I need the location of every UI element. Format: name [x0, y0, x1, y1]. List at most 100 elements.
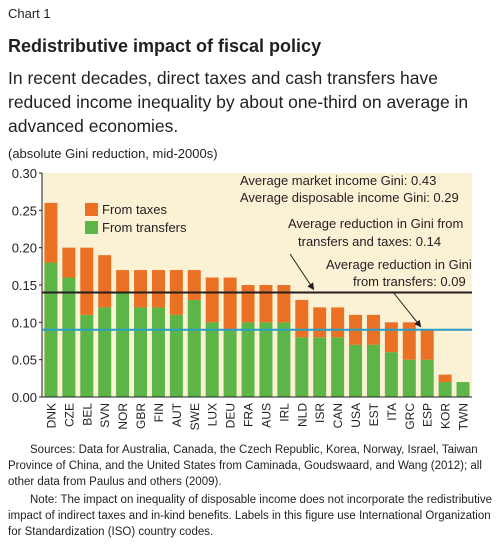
bar-transfers-irl	[277, 322, 291, 397]
chart-title: Redistributive impact of fiscal policy	[8, 36, 322, 56]
x-tick-label: BEL	[80, 403, 94, 426]
x-tick-label: CZE	[62, 403, 76, 427]
y-tick-label: 0.30	[12, 166, 37, 181]
bar-taxes-cze	[62, 247, 76, 278]
legend-label-taxes: From taxes	[102, 202, 168, 217]
x-tick-label: ITA	[385, 403, 399, 421]
bar-taxes-fin	[151, 270, 165, 308]
legend-swatch-transfers	[85, 221, 98, 234]
bar-transfers-est	[366, 344, 380, 397]
y-tick-label: 0.25	[12, 203, 37, 218]
legend: From taxes From transfers	[85, 202, 187, 235]
x-tick-label: FRA	[242, 403, 256, 427]
y-tick-label: 0.15	[12, 278, 37, 293]
stacked-bar-chart: 0.00 0.05 0.10 0.15 0.20 0.25 0.30 DNK CZE BEL SV…	[12, 166, 472, 430]
annotation-transfer-reduction: Average reduction in Gini	[326, 257, 472, 272]
bar-taxes-ita	[384, 322, 398, 353]
sources-text: Sources: Data for Australia, Canada, the…	[8, 444, 482, 488]
y-tick-label: 0.05	[12, 353, 37, 368]
bar-taxes-kor	[438, 374, 452, 383]
bar-transfers-isr	[313, 337, 327, 397]
x-tick-label: IRL	[277, 403, 291, 422]
annotation-market-gini: Average market income Gini: 0.43	[240, 173, 436, 188]
y-axis: 0.00 0.05 0.10 0.15 0.20 0.25 0.30	[12, 166, 43, 405]
y-tick-label: 0.20	[12, 241, 37, 256]
x-tick-label: GBR	[134, 403, 148, 429]
arrow-total	[289, 253, 315, 291]
bar-transfers-nor	[116, 292, 130, 397]
y-tick-label: 0.10	[12, 315, 37, 330]
x-tick-label: LUX	[206, 403, 220, 426]
bar-transfers-can	[331, 337, 345, 397]
x-tick-label: SVN	[98, 403, 112, 428]
bar-taxes-grc	[402, 322, 416, 360]
x-tick-label: CAN	[331, 403, 345, 428]
reference-lines	[42, 291, 472, 331]
bar-taxes-nor	[116, 270, 130, 293]
bar-taxes-dnk	[44, 202, 58, 263]
bar-transfers-gbr	[134, 307, 148, 397]
chart-units: (absolute Gini reduction, mid-2000s)	[8, 146, 218, 161]
x-tick-label: FIN	[152, 403, 166, 422]
x-tick-label: AUT	[170, 402, 184, 427]
note-text: Note: The impact on inequality of dispos…	[8, 494, 492, 538]
bar-transfers-svn	[98, 307, 112, 397]
bar-transfers-nld	[295, 337, 309, 397]
x-tick-label: EST	[367, 402, 381, 426]
x-tick-label: ESP	[421, 403, 435, 427]
bar-taxes-aus	[259, 285, 273, 323]
bar-transfers-kor	[438, 382, 452, 397]
x-tick-label: ISR	[313, 403, 327, 423]
arrow-transfers	[392, 291, 422, 328]
bar-transfers-aut	[169, 314, 183, 397]
bar-taxes-svn	[98, 255, 112, 308]
annotation-transfer-reduction: from transfers: 0.09	[353, 274, 466, 289]
annotation-total-reduction: transfers and taxes: 0.14	[298, 234, 441, 249]
legend-swatch-taxes	[85, 203, 98, 216]
bar-taxes-can	[331, 307, 345, 338]
bar-taxes-irl	[277, 285, 291, 323]
x-tick-label: NLD	[295, 403, 309, 427]
bar-transfers-lux	[205, 322, 219, 397]
bar-transfers-deu	[223, 329, 237, 397]
bar-transfers-fra	[241, 322, 255, 397]
bar-transfers-swe	[187, 299, 201, 397]
x-tick-label: DNK	[44, 403, 58, 428]
annotations: Average market income Gini: 0.43 Average …	[240, 173, 472, 328]
bar-taxes-esp	[420, 329, 434, 360]
bar-transfers-cze	[62, 277, 76, 397]
bar-taxes-nld	[295, 299, 309, 338]
x-tick-label: SWE	[188, 403, 202, 430]
x-tick-label: USA	[349, 403, 363, 428]
annotation-total-reduction: Average reduction in Gini from	[288, 216, 463, 231]
x-tick-label: TWN	[457, 403, 471, 430]
bar-transfers-grc	[402, 359, 416, 397]
bar-taxes-isr	[313, 307, 327, 338]
bar-transfers-twn	[456, 382, 470, 397]
x-tick-label: NOR	[116, 403, 130, 430]
bar-taxes-bel	[80, 247, 94, 315]
bar-transfers-bel	[80, 314, 94, 397]
bar-taxes-deu	[223, 277, 237, 330]
chart-subtitle: In recent decades, direct taxes and cash…	[8, 68, 469, 136]
footnotes: Sources: Data for Australia, Canada, the…	[8, 442, 494, 542]
bar-transfers-ita	[384, 352, 398, 397]
bar-taxes-lux	[205, 277, 219, 323]
x-tick-label: AUS	[259, 403, 273, 428]
bar-transfers-esp	[420, 359, 434, 397]
legend-label-transfers: From transfers	[102, 220, 187, 235]
bar-transfers-aus	[259, 322, 273, 397]
plot-panel	[42, 173, 472, 397]
bar-taxes-gbr	[134, 270, 148, 308]
bar-transfers-fin	[151, 307, 165, 397]
x-tick-label: DEU	[224, 403, 238, 428]
x-tick-label: GRC	[403, 403, 417, 430]
bar-transfers-usa	[349, 344, 363, 397]
bar-taxes-fra	[241, 285, 255, 323]
annotation-disposable-gini: Average disposable income Gini: 0.29	[240, 190, 459, 205]
y-tick-label: 0.00	[12, 390, 37, 405]
x-axis: DNK CZE BEL SVN NOR GBR FIN AUT SWE LUX DEU FRA AUS I…	[42, 396, 472, 430]
chart-number: Chart 1	[8, 6, 51, 21]
bar-taxes-swe	[187, 270, 201, 300]
x-tick-label: KOR	[439, 403, 453, 429]
